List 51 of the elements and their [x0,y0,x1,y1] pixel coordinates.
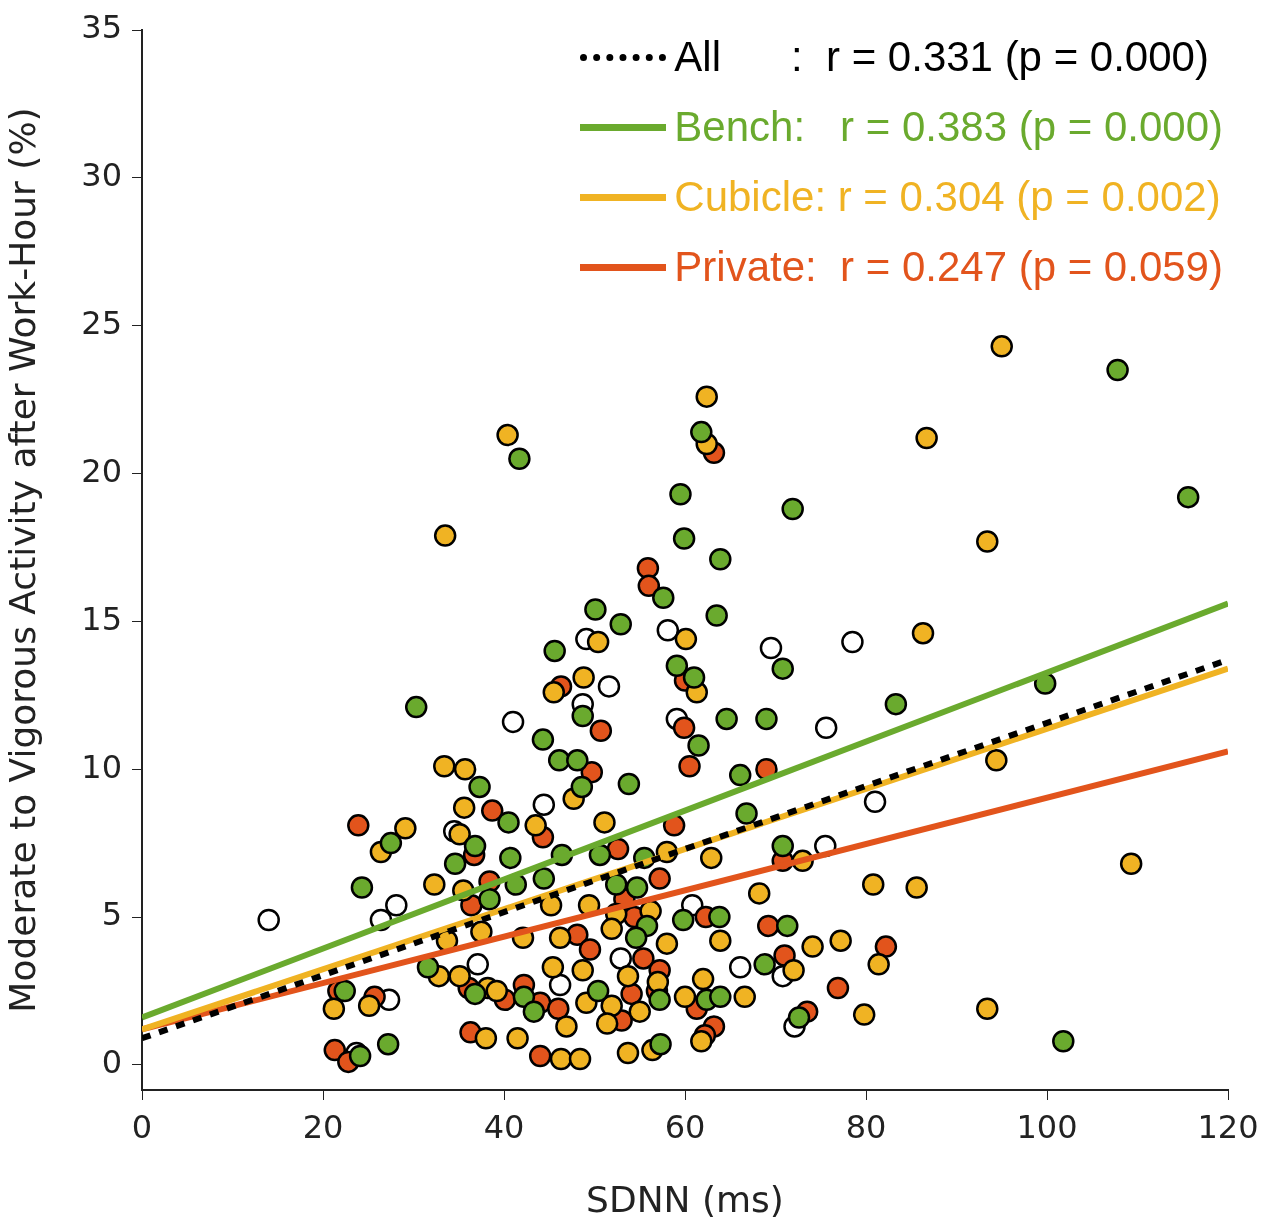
y-tick-label: 25 [81,303,122,342]
point [757,914,780,938]
x-tick-label: 40 [483,1107,525,1146]
y-tick-label: 5 [101,895,122,934]
point [728,956,752,979]
legend-label: Bench: r = 0.383 (p = 0.000) [674,102,1223,152]
point [609,947,632,970]
point [678,754,701,778]
x-tick-label: 60 [664,1107,706,1146]
point [841,630,864,654]
legend-label: All : r = 0.331 (p = 0.000) [674,32,1209,82]
point [257,908,280,932]
point [532,793,556,816]
y-tick-label: 15 [81,599,122,638]
point [814,716,838,740]
point [636,556,660,580]
point [578,938,602,961]
point [637,574,661,598]
point [648,867,671,890]
x-axis-title: SDNN (ms) [586,1178,784,1220]
x-tick-label: 120 [1197,1107,1259,1146]
point [548,973,572,997]
y-axis-title: Moderate to Vigorous Activity after Work-Hour (%) [1,107,43,1013]
point [632,947,655,970]
point [528,1044,552,1068]
point [759,636,783,660]
legend-label: Private: r = 0.247 (p = 0.059) [674,242,1223,292]
y-tick-label: 10 [81,747,122,786]
point [347,814,370,837]
x-tick-label: 80 [845,1107,887,1146]
point [323,1038,347,1062]
x-tick-label: 0 [131,1107,153,1146]
point [597,675,621,698]
point [547,997,570,1020]
point [672,716,696,740]
x-tick-label: 20 [302,1107,344,1146]
point [501,710,525,734]
y-tick-label: 20 [81,451,122,490]
y-tick-label: 0 [101,1043,122,1082]
point [480,799,504,822]
point [385,893,408,917]
point [589,719,613,742]
point [874,935,898,958]
y-tick-label: 30 [81,156,122,195]
point [656,618,680,642]
point [863,790,887,813]
point [466,953,490,976]
x-tick-label: 100 [1016,1107,1078,1146]
y-tick-label: 35 [81,8,122,47]
point [826,976,850,1000]
legend-label: Cubicle: r = 0.304 (p = 0.002) [674,172,1221,222]
